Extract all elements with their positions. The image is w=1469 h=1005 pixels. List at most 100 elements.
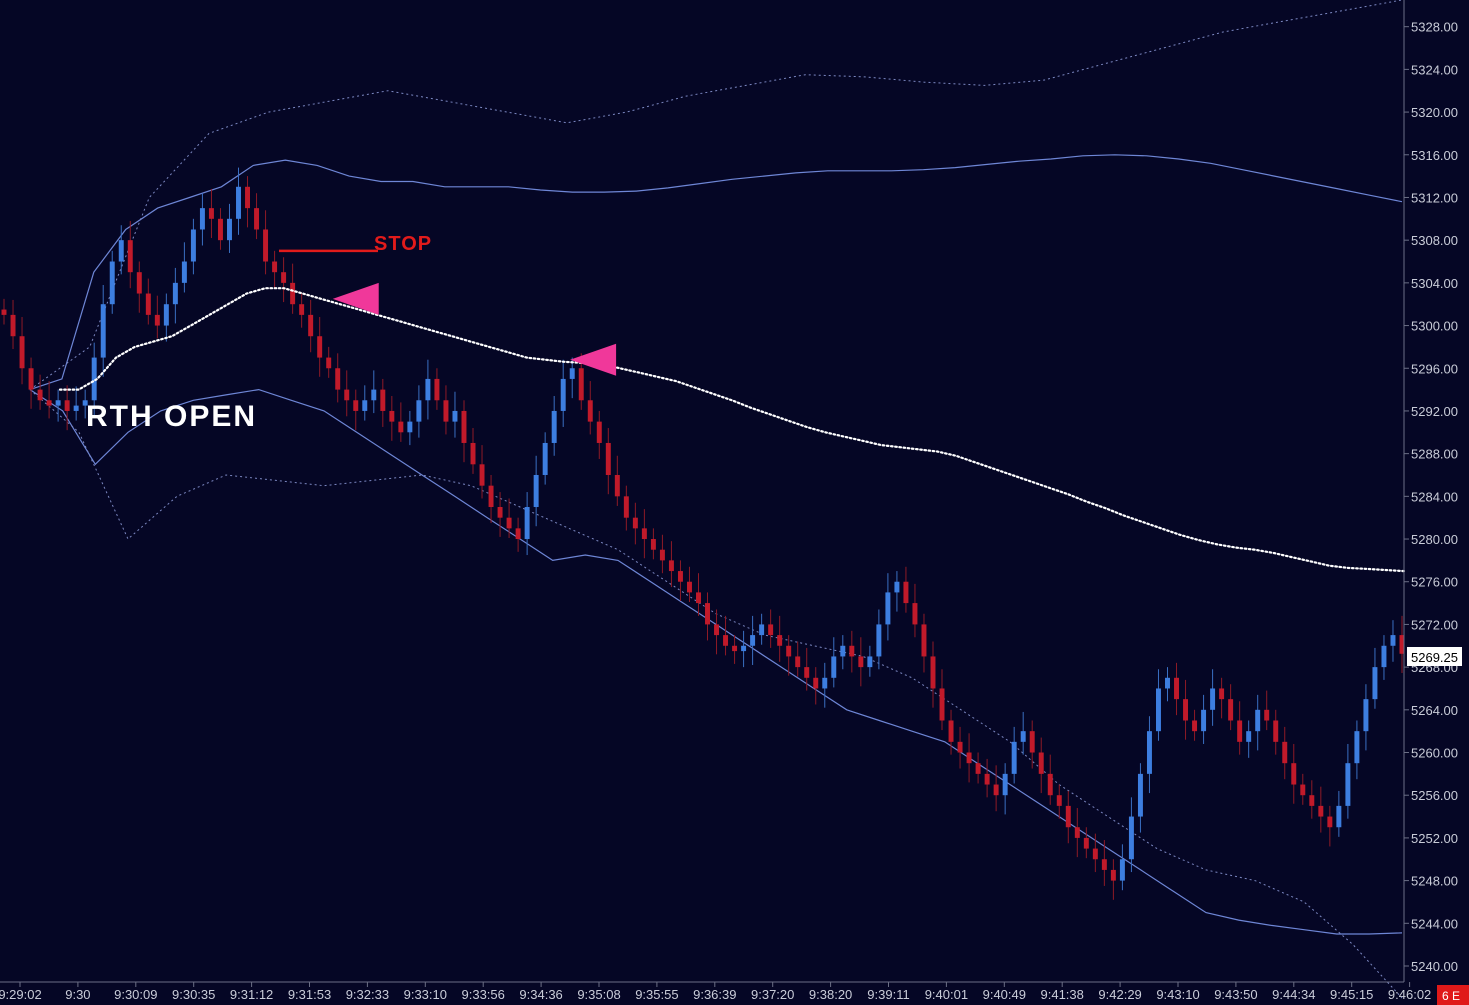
- price-tick-label: 5312.00: [1411, 190, 1458, 205]
- candle-body: [100, 304, 106, 358]
- price-tick-label: 5240.00: [1411, 959, 1458, 974]
- vwap-line: [58, 287, 1406, 573]
- rth-open-label: RTH OPEN: [86, 400, 257, 433]
- price-tick-label: 5324.00: [1411, 62, 1458, 77]
- candle-body: [19, 336, 25, 369]
- candle-body: [551, 410, 557, 443]
- candle-body: [677, 571, 683, 582]
- candle-body: [254, 208, 260, 230]
- band-lower-2-line: [29, 389, 1403, 999]
- candle-body: [948, 720, 954, 742]
- price-tick-label: 5300.00: [1411, 319, 1458, 334]
- candle-body: [73, 405, 79, 411]
- bollinger-bands: [29, 0, 1403, 999]
- candle-body: [181, 261, 187, 283]
- candle-body: [723, 635, 729, 646]
- candle-body: [109, 261, 115, 305]
- candle-body: [605, 442, 611, 475]
- candle-body: [912, 603, 918, 625]
- price-tick-label: 5292.00: [1411, 404, 1458, 419]
- candle-body: [659, 549, 665, 561]
- candle-body: [461, 410, 467, 443]
- candle-body: [290, 282, 296, 305]
- entry-markers: [332, 282, 617, 376]
- time-tick-label: 9:31:12: [230, 987, 273, 1002]
- candle-body: [714, 624, 720, 636]
- candle-body: [199, 208, 205, 230]
- candle-body: [217, 218, 223, 241]
- candle-body: [136, 272, 142, 294]
- candle-body: [371, 389, 377, 401]
- candle-body: [1038, 752, 1044, 774]
- candle-body: [975, 763, 981, 774]
- price-tick-label: 5264.00: [1411, 703, 1458, 718]
- time-tick-label: 9:44:34: [1272, 987, 1315, 1002]
- candle-body: [362, 400, 368, 411]
- time-tick-label: 9:36:39: [693, 987, 736, 1002]
- candle-body: [903, 581, 909, 604]
- candle-body: [1237, 720, 1243, 742]
- candle-body: [1381, 645, 1387, 668]
- candle-body: [786, 645, 792, 657]
- candle-body: [172, 282, 178, 305]
- candle-body: [777, 635, 783, 646]
- candle-body: [1155, 688, 1161, 732]
- price-tick-label: 5284.00: [1411, 489, 1458, 504]
- time-tick-label: 9:33:10: [404, 987, 447, 1002]
- candle-body: [1092, 848, 1098, 860]
- candle-body: [732, 645, 738, 652]
- candle-body: [1029, 731, 1035, 753]
- band-upper-1-line: [29, 154, 1403, 391]
- candle-body: [1309, 795, 1315, 806]
- price-tick-label: 5272.00: [1411, 617, 1458, 632]
- time-tick-label: 9:40:01: [925, 987, 968, 1002]
- time-tick-label: 9:45:15: [1330, 987, 1373, 1002]
- candle-body: [317, 336, 323, 358]
- last-price-box: [1407, 647, 1462, 666]
- candle-body: [858, 656, 864, 668]
- band-upper-2-line: [29, 0, 1403, 391]
- time-tick-label: 9:43:50: [1214, 987, 1257, 1002]
- time-tick-label: 9:31:53: [288, 987, 331, 1002]
- time-tick-label: 9:42:29: [1098, 987, 1141, 1002]
- candle-body: [1011, 741, 1017, 774]
- candle-body: [1110, 869, 1116, 881]
- candle-body: [416, 400, 422, 422]
- candle-body: [696, 592, 701, 604]
- candle-body: [236, 186, 241, 219]
- candle-body: [145, 293, 151, 315]
- time-tick-label: 9:46:02: [1388, 987, 1431, 1002]
- last-price-label: 5269.25: [1411, 650, 1458, 665]
- corner-badge-box: [1437, 985, 1469, 1005]
- candle-body: [921, 624, 927, 657]
- candle-body: [380, 389, 386, 411]
- candle-body: [245, 186, 251, 209]
- time-tick-label: 9:32:33: [346, 987, 389, 1002]
- candle-body: [163, 304, 169, 326]
- candle-body: [308, 314, 314, 337]
- time-tick-label: 9:41:38: [1041, 987, 1084, 1002]
- time-tick-label: 9:33:56: [462, 987, 505, 1002]
- stop-label: STOP: [374, 233, 432, 255]
- time-tick-label: 9:43:10: [1156, 987, 1199, 1002]
- candle-body: [1210, 688, 1216, 710]
- candle-body: [227, 218, 232, 241]
- candle-body: [1, 309, 7, 315]
- candle-body: [930, 656, 936, 689]
- candle-body: [578, 368, 584, 401]
- candle-body: [1228, 699, 1234, 721]
- candle-body: [840, 645, 846, 657]
- entry-marker: [332, 282, 379, 315]
- price-tick-label: 5244.00: [1411, 916, 1458, 931]
- time-tick-label: 9:40:49: [983, 987, 1026, 1002]
- candle-body: [1255, 709, 1261, 732]
- candle-body: [1372, 667, 1378, 700]
- candle-body: [741, 645, 747, 652]
- time-tick-label: 9:38:20: [809, 987, 852, 1002]
- candle-body: [1291, 763, 1297, 785]
- candle-body: [299, 304, 305, 315]
- time-tick-label: 9:30:09: [114, 987, 157, 1002]
- candle-body: [632, 517, 638, 529]
- candle-body: [1101, 859, 1107, 870]
